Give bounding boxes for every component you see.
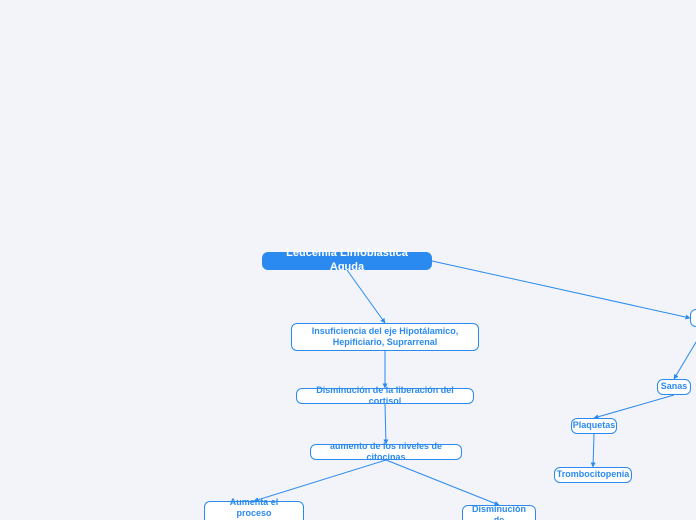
edge-right_partial-to-sanas <box>674 327 696 379</box>
node-right_partial[interactable] <box>690 309 696 327</box>
node-insuficiencia[interactable]: Insuficiencia del eje Hipotálamico, Hepi… <box>291 323 479 351</box>
node-plaquetas[interactable]: Plaquetas <box>571 418 617 434</box>
node-trombocitopenia[interactable]: Trombocitopenia <box>554 467 632 483</box>
edge-sanas-to-plaquetas <box>594 395 674 418</box>
node-label: aumento de los niveles de citocinas <box>319 441 453 464</box>
node-disminucion[interactable]: Disminución de <box>462 505 536 520</box>
node-root[interactable]: Leucemia Linfoblástica Aguda <box>262 252 432 270</box>
node-label: Leucemia Linfoblástica Aguda <box>271 247 423 275</box>
node-sanas[interactable]: Sanas <box>657 379 691 395</box>
node-label: Disminución de <box>471 504 527 520</box>
node-label: Plaquetas <box>573 420 616 431</box>
edge-cortisol-to-citocinas <box>385 404 386 444</box>
node-cortisol[interactable]: Disminución de la liberación del cortiso… <box>296 388 474 404</box>
node-label: Disminución de la liberación del cortiso… <box>305 385 465 408</box>
node-citocinas[interactable]: aumento de los niveles de citocinas <box>310 444 462 460</box>
node-label: Trombocitopenia <box>557 469 630 480</box>
node-inflamatorio[interactable]: Aumenta el proceso inflamatorio <box>204 501 304 520</box>
node-label: Aumenta el proceso inflamatorio <box>213 497 295 520</box>
node-label: Insuficiencia del eje Hipotálamico, Hepi… <box>300 326 470 349</box>
edge-root-to-right_partial <box>432 261 690 318</box>
node-label: Sanas <box>661 381 688 392</box>
edge-citocinas-to-disminucion <box>386 460 499 505</box>
edge-plaquetas-to-trombocitopenia <box>593 434 594 467</box>
edge-citocinas-to-inflamatorio <box>254 460 386 501</box>
edge-root-to-insuficiencia <box>347 270 385 323</box>
